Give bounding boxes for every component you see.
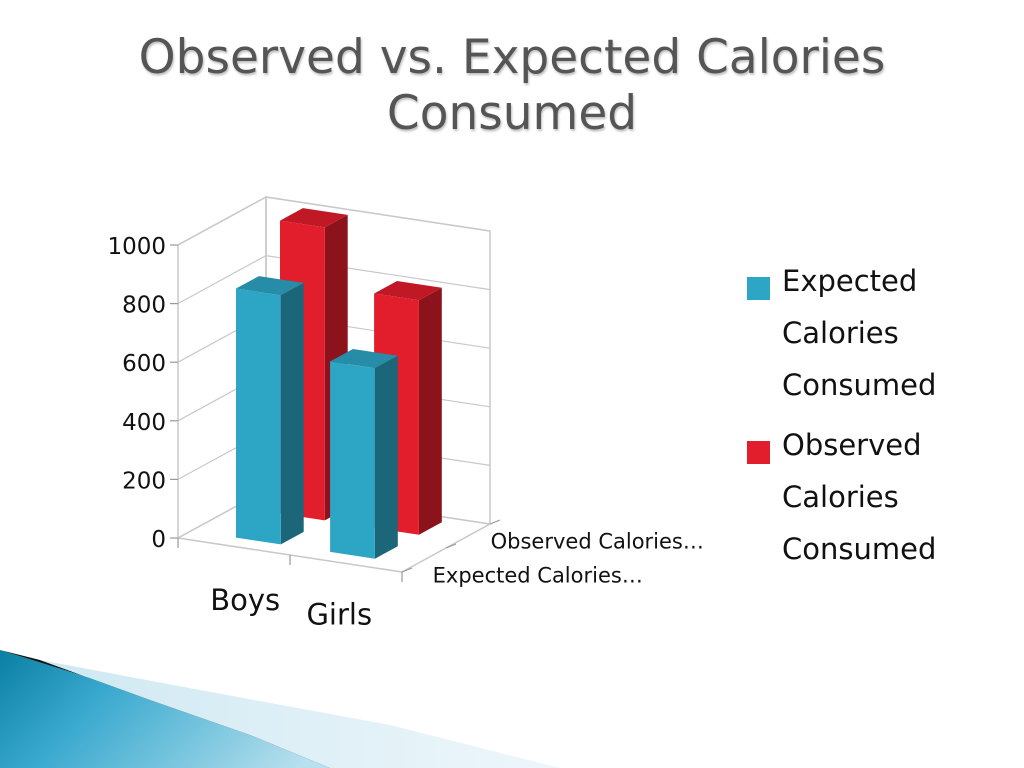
depth-axis-label: Expected Calories… bbox=[433, 564, 643, 588]
legend-item-observed: Observed Calories Consumed bbox=[745, 419, 1015, 575]
bar-side bbox=[418, 287, 442, 535]
y-tick-label: 800 bbox=[122, 293, 166, 319]
y-tick-label: 600 bbox=[122, 351, 166, 377]
title-line-2: Consumed bbox=[386, 86, 638, 141]
depth-tick-mark bbox=[445, 543, 457, 549]
bar-front bbox=[330, 361, 375, 559]
legend-label: Calories bbox=[782, 480, 899, 514]
depth-tick-mark bbox=[401, 567, 413, 573]
legend-label: Expected bbox=[782, 264, 918, 298]
legend-swatch-expected bbox=[747, 277, 770, 300]
depth-tick-mark bbox=[489, 519, 501, 525]
x-category-label: Boys bbox=[210, 583, 280, 617]
gridline bbox=[177, 196, 491, 246]
bar-top bbox=[330, 349, 398, 369]
y-tick-label: 0 bbox=[151, 527, 166, 553]
decorative-swoosh bbox=[0, 650, 560, 768]
legend-label: Consumed bbox=[782, 532, 937, 566]
legend-label: Observed bbox=[782, 428, 922, 462]
legend-swatch-observed bbox=[747, 441, 770, 464]
legend-label: Calories bbox=[782, 316, 899, 350]
y-tick-label: 1000 bbox=[107, 234, 166, 260]
bar-top bbox=[280, 208, 348, 228]
title-line-1: Observed vs. Expected Calories bbox=[138, 30, 886, 85]
x-category-label: Girls bbox=[306, 597, 372, 631]
bar-top bbox=[236, 276, 304, 296]
legend-label: Consumed bbox=[782, 368, 937, 402]
y-tick-label: 400 bbox=[122, 410, 166, 436]
depth-axis-label: Observed Calories… bbox=[491, 530, 704, 554]
bar-side bbox=[374, 355, 398, 559]
legend: Expected Calories Consumed Observed Calo… bbox=[745, 255, 1015, 583]
bar-front bbox=[236, 288, 281, 545]
bar-side bbox=[280, 282, 304, 545]
bar-expected-calories-consumed-girls bbox=[330, 349, 398, 559]
y-tick-label: 200 bbox=[122, 468, 166, 494]
legend-item-expected: Expected Calories Consumed bbox=[745, 255, 1015, 411]
bar-top bbox=[374, 281, 442, 301]
gridline bbox=[177, 254, 491, 305]
slide-title: Observed vs. Expected Calories Consumed bbox=[62, 30, 962, 142]
bar-expected-calories-consumed-boys bbox=[236, 276, 304, 545]
